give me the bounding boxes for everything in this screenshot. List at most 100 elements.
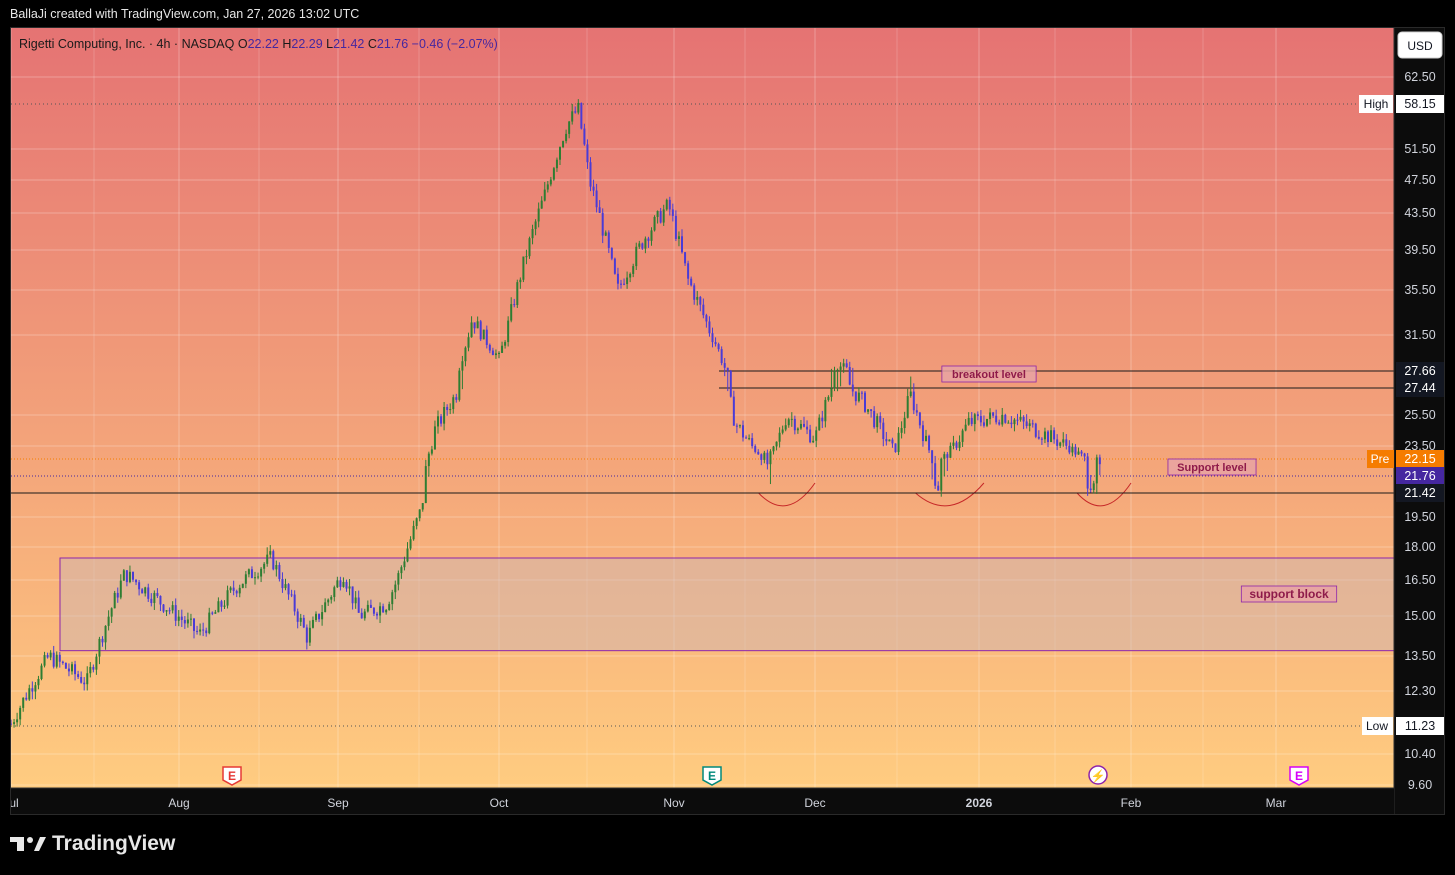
low-label: Low bbox=[1366, 719, 1388, 733]
candle-body bbox=[71, 664, 73, 672]
candle-body bbox=[452, 397, 455, 410]
price-tick-label: 9.60 bbox=[1408, 778, 1432, 792]
candle-body bbox=[946, 454, 949, 458]
candle-body bbox=[147, 587, 150, 599]
support-level-label: Support level bbox=[1177, 462, 1247, 474]
split-event-icon[interactable]: ⚡ bbox=[1088, 765, 1108, 785]
candle-body bbox=[28, 688, 31, 700]
candle-body bbox=[1019, 416, 1022, 420]
candle-body bbox=[708, 321, 711, 334]
candle-body bbox=[799, 423, 802, 429]
candle-body bbox=[653, 216, 656, 231]
candle-body bbox=[610, 247, 613, 259]
price-chart[interactable]: breakout level Support level support block… bbox=[11, 28, 1445, 815]
candle-body bbox=[284, 584, 287, 589]
legend-symbol: Rigetti Computing, Inc. · 4h · NASDAQ bbox=[19, 37, 238, 51]
candle-body bbox=[806, 426, 809, 430]
high-price-tag: 58.15 bbox=[1404, 97, 1435, 111]
candle-body bbox=[324, 602, 327, 613]
candle-body bbox=[546, 184, 549, 190]
candle-body bbox=[1043, 431, 1046, 440]
candle-body bbox=[1047, 431, 1049, 443]
candle-body bbox=[543, 189, 546, 201]
candle-body bbox=[604, 232, 607, 236]
price-tick-label: 25.50 bbox=[1404, 408, 1435, 422]
currency-button[interactable]: USD bbox=[1397, 31, 1443, 59]
candle-body bbox=[830, 388, 833, 397]
candle-body bbox=[723, 363, 726, 368]
candle-body bbox=[1089, 488, 1092, 491]
candle-body bbox=[525, 256, 528, 258]
candle-body bbox=[1022, 416, 1025, 422]
earnings-event-icon[interactable]: E bbox=[222, 766, 242, 786]
candle-body bbox=[528, 238, 531, 257]
candle-body bbox=[138, 582, 141, 590]
low-price-tag-box bbox=[1396, 717, 1444, 735]
price-tick-label: 16.50 bbox=[1404, 573, 1435, 587]
candle-body bbox=[107, 616, 110, 626]
candle-body bbox=[226, 590, 229, 606]
upcoming-earnings-event-icon[interactable]: E bbox=[1289, 766, 1309, 786]
chart-frame[interactable]: breakout level Support level support block… bbox=[10, 27, 1445, 815]
candle-body bbox=[217, 601, 220, 613]
candle-body bbox=[949, 445, 952, 458]
candle-body bbox=[931, 450, 934, 464]
pre-market-tag: 22.15 bbox=[1404, 452, 1435, 466]
split-event-icon-shape bbox=[1088, 765, 1108, 785]
candle-body bbox=[385, 610, 388, 613]
event-markers[interactable]: E E ⚡ E bbox=[222, 765, 1309, 786]
candle-body bbox=[684, 252, 687, 264]
candle-body bbox=[574, 111, 577, 113]
candle-body bbox=[592, 186, 595, 191]
candle-body bbox=[424, 466, 427, 504]
candle-body bbox=[92, 666, 95, 670]
candle-body bbox=[1004, 414, 1007, 423]
candle-body bbox=[430, 449, 433, 454]
candle-body bbox=[77, 674, 80, 678]
level-lines bbox=[11, 103, 1394, 727]
candle-body bbox=[11, 723, 12, 725]
candle-body bbox=[376, 613, 378, 616]
legend-change: −0.46 (−2.07%) bbox=[412, 37, 498, 51]
candle-body bbox=[281, 579, 284, 589]
tradingview-brand[interactable]: TradingView bbox=[10, 832, 175, 856]
time-tick-label: Feb bbox=[1121, 796, 1142, 810]
candle-body bbox=[757, 451, 760, 455]
dividend-event-icon[interactable]: E bbox=[702, 766, 722, 786]
candle-body bbox=[607, 232, 610, 248]
candle-body bbox=[729, 370, 732, 397]
low-price-tag: 11.23 bbox=[1405, 719, 1435, 733]
candle-body bbox=[921, 425, 924, 442]
candle-body bbox=[464, 347, 467, 362]
time-tick-label: Mar bbox=[1266, 796, 1287, 810]
candle-body bbox=[74, 664, 77, 675]
candle-body bbox=[995, 415, 998, 423]
candle-body bbox=[1056, 439, 1059, 446]
candle-body bbox=[156, 593, 159, 596]
support-level-label-box bbox=[1167, 458, 1257, 476]
time-axis[interactable]: Jul Aug Sep Oct Nov Dec 2026 Feb Mar bbox=[11, 796, 1286, 810]
price-tick-label: 18.00 bbox=[1404, 540, 1435, 554]
candle-body bbox=[296, 611, 299, 622]
candle-body bbox=[671, 209, 674, 216]
candle-body bbox=[735, 425, 738, 427]
price-axis[interactable]: 62.50 51.50 47.50 43.50 39.50 35.50 31.50 25.50… bbox=[1404, 70, 1435, 792]
candle-body bbox=[318, 613, 321, 620]
candle-body bbox=[360, 612, 363, 619]
time-tick-label: Aug bbox=[168, 796, 189, 810]
candle-body bbox=[388, 604, 391, 611]
candle-body bbox=[366, 604, 369, 612]
candle-body bbox=[885, 439, 888, 442]
price-tick-label: 43.50 bbox=[1404, 206, 1435, 220]
candle-body bbox=[101, 638, 104, 643]
candle-body bbox=[842, 363, 845, 367]
candle-body bbox=[693, 285, 696, 300]
candle-body bbox=[183, 619, 186, 624]
chart-attribution: BallaJi created with TradingView.com, Ja… bbox=[10, 7, 360, 21]
candle-body bbox=[125, 570, 128, 583]
candle-body bbox=[266, 554, 269, 564]
candle-body bbox=[565, 133, 568, 142]
candle-body bbox=[467, 337, 470, 348]
candle-body bbox=[568, 121, 571, 134]
candle-body bbox=[351, 586, 354, 604]
